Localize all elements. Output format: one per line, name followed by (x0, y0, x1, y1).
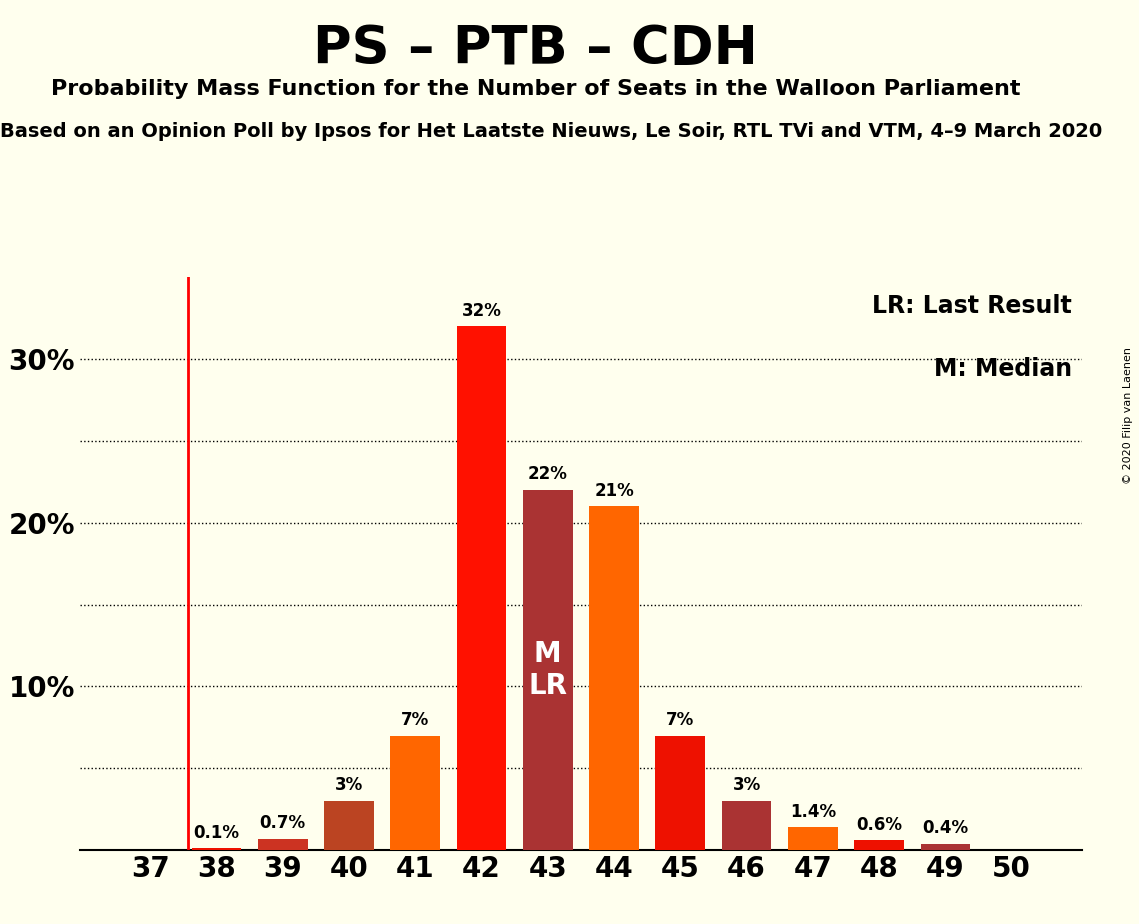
Bar (854, 840, 904, 850)
Text: M
LR: M LR (528, 639, 567, 700)
Bar (457, 326, 507, 850)
Bar (722, 801, 771, 850)
Bar (589, 506, 639, 850)
Text: Based on an Opinion Poll by Ipsos for Het Laatste Nieuws, Le Soir, RTL TVi and V: Based on an Opinion Poll by Ipsos for He… (0, 122, 1103, 141)
Bar (655, 736, 705, 850)
Text: 21%: 21% (595, 481, 634, 500)
Text: 22%: 22% (527, 466, 567, 483)
Text: 0.1%: 0.1% (194, 824, 239, 842)
Bar (257, 839, 308, 850)
Bar (325, 801, 374, 850)
Bar (191, 848, 241, 850)
Text: LR: Last Result: LR: Last Result (872, 295, 1072, 319)
Bar (920, 844, 970, 850)
Text: 0.7%: 0.7% (260, 814, 305, 833)
Text: © 2020 Filip van Laenen: © 2020 Filip van Laenen (1123, 347, 1133, 484)
Text: 0.4%: 0.4% (923, 819, 968, 837)
Bar (391, 736, 440, 850)
Text: 7%: 7% (401, 711, 429, 729)
Text: 3%: 3% (732, 776, 761, 795)
Text: PS – PTB – CDH: PS – PTB – CDH (313, 23, 757, 75)
Text: Probability Mass Function for the Number of Seats in the Walloon Parliament: Probability Mass Function for the Number… (50, 79, 1021, 99)
Text: 32%: 32% (461, 302, 501, 320)
Text: 1.4%: 1.4% (789, 803, 836, 821)
Text: 3%: 3% (335, 776, 363, 795)
Text: M: Median: M: Median (934, 358, 1072, 382)
Bar (788, 827, 837, 850)
Bar (523, 490, 573, 850)
Text: 7%: 7% (666, 711, 695, 729)
Text: 0.6%: 0.6% (857, 816, 902, 833)
